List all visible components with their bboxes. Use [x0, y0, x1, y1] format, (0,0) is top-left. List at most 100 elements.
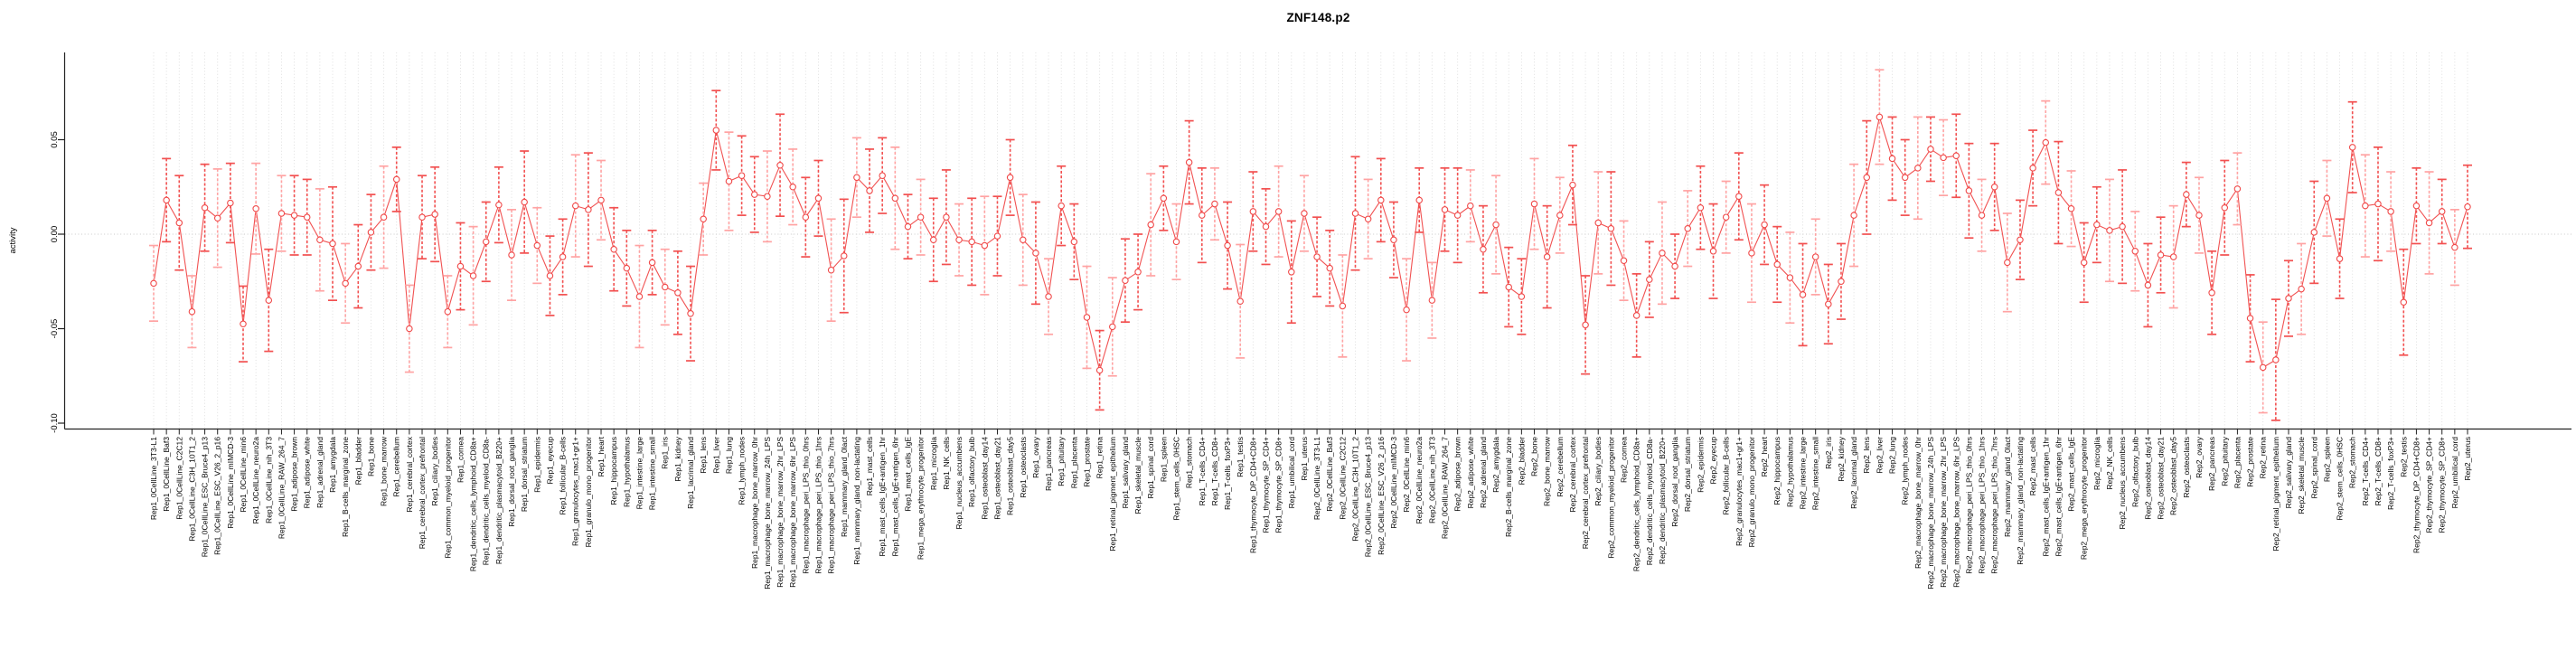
x-category-label: Rep1_osteoblast_day21 — [992, 437, 1001, 520]
x-category-label: Rep2_bladder — [1517, 437, 1526, 486]
x-category-label: Rep2_0CellLine_nih_3T3 — [1427, 437, 1436, 524]
data-point — [2183, 191, 2190, 198]
data-point — [1045, 293, 1052, 300]
x-category-label: Rep2_dendritic_cells_lymphoid_CD8a+ — [1632, 437, 1641, 571]
data-point — [342, 279, 349, 288]
x-category-label: Rep2_macrophage_bone_marrow_6hr_LPS — [1951, 437, 1960, 588]
data-point — [2004, 259, 2011, 267]
x-category-label: Rep2_adipose_brown — [1453, 437, 1462, 512]
data-point — [1377, 196, 1385, 204]
x-category-label: Rep2_umbilical_cord — [2450, 437, 2459, 509]
data-point — [1415, 196, 1423, 204]
data-point — [725, 177, 733, 185]
data-point — [1390, 236, 1397, 244]
x-category-label: Rep1_cerebellum — [392, 437, 401, 497]
x-category-label: Rep2_eyecup — [1709, 437, 1718, 485]
x-category-label: Rep2_mast_cells_IgE+antigen_6hr — [2054, 437, 2063, 557]
data-point — [482, 238, 490, 246]
data-point — [495, 201, 503, 209]
data-point — [1109, 323, 1116, 331]
x-category-label: Rep2_microglia — [2092, 437, 2101, 490]
data-point — [2246, 315, 2254, 322]
x-category-label: Rep1_0CellLine_Baf3 — [162, 437, 171, 512]
x-category-label: Rep2_dorsal_root_ganglia — [1670, 437, 1679, 527]
x-category-label: Rep1_nucleus_accumbens — [954, 437, 964, 530]
data-point — [521, 198, 528, 206]
x-category-label: Rep2_dendritic_plasmacytoid_B220+ — [1658, 437, 1667, 564]
x-category-label: Rep2_macrophage_bone_marrow_2hr_LPS — [1939, 437, 1948, 588]
x-category-label: Rep2_amygdala — [1491, 437, 1500, 493]
x-category-label: Rep2_cerebral_cortex_prefrontal — [1581, 437, 1590, 549]
x-category-label: Rep1_spinal_cord — [1146, 437, 1155, 499]
x-category-label: Rep2_osteoblast_day21 — [2157, 437, 2166, 520]
x-category-label: Rep1_bone — [366, 437, 375, 476]
data-point — [406, 325, 413, 333]
data-point — [1684, 224, 1691, 232]
x-category-label: Rep2_mega_erythrocyte_progenitor — [2080, 437, 2089, 560]
x-category-label: Rep1_bone_marrow — [380, 436, 389, 506]
x-category-label: Rep2_0CellLine_neuro2a — [1415, 437, 1424, 524]
data-point — [1952, 152, 1960, 160]
data-point — [2054, 189, 2063, 196]
x-category-label: Rep2_T-cells_CD8+ — [2374, 437, 2383, 505]
data-point — [201, 203, 209, 212]
data-point — [252, 205, 259, 212]
data-point — [674, 289, 682, 297]
x-category-label: Rep1_mammary_gland_non-lactating — [852, 437, 861, 565]
x-category-label: Rep1_common_myeloid_progenitor — [443, 437, 452, 559]
y-tick-label: -0.10 — [50, 413, 60, 433]
x-category-label: Rep2_epidermis — [1696, 437, 1705, 493]
data-point — [2221, 203, 2229, 212]
data-point — [1811, 253, 1819, 260]
data-point — [2272, 356, 2280, 363]
data-point — [1530, 200, 1538, 208]
x-category-label: Rep2_stem_cells_0HSC — [2336, 437, 2345, 521]
x-category-label: Rep2_follicular_B-cells — [1722, 437, 1731, 514]
data-point — [508, 251, 515, 259]
x-category-label: Rep2_ovary — [2195, 436, 2204, 478]
data-point — [789, 184, 796, 191]
data-point — [150, 279, 157, 288]
x-category-label: Rep1_macrophage_bone_marrow_2hr_LPS — [776, 437, 785, 588]
x-category-label: Rep2_granulo_mono_progenitor — [1747, 437, 1756, 548]
data-point — [1428, 297, 1436, 304]
data-point — [1288, 269, 1295, 276]
x-category-label: Rep1_T-cells_foxP3+ — [1223, 437, 1232, 510]
data-point — [2106, 227, 2113, 234]
data-point — [1095, 366, 1104, 374]
x-category-label: Rep1_0CellLine_ESC_V26_2_p16 — [213, 437, 222, 555]
x-category-label: Rep2_mammary_gland_0lact — [2003, 436, 2012, 537]
data-point — [2029, 165, 2036, 172]
data-point — [879, 172, 886, 179]
x-category-label: Rep2_hippocampus — [1772, 437, 1782, 505]
data-point — [1594, 219, 1602, 227]
data-point — [1940, 154, 1947, 162]
x-category-label: Rep2_olfactory_bulb — [2130, 437, 2139, 507]
x-category-label: Rep2_B-cells_marginal_zone — [1504, 437, 1513, 537]
data-point — [1083, 314, 1091, 321]
data-point — [1671, 262, 1678, 270]
x-category-label: Rep1_mast_cells_IgE+antigen_6hr — [890, 437, 899, 557]
data-point — [814, 194, 823, 203]
data-point — [456, 262, 465, 270]
data-point — [968, 238, 975, 246]
x-category-label: Rep1_mammary_gland_0lact — [840, 436, 849, 537]
x-category-label: Rep1_lens — [699, 437, 708, 474]
x-category-label: Rep2_cornea — [1620, 437, 1629, 483]
x-category-label: Rep2_ciliary_bodies — [1594, 437, 1603, 506]
data-point — [1888, 155, 1896, 163]
data-point — [1543, 253, 1551, 260]
data-point — [2208, 289, 2215, 297]
chart-title: ZNF148.p2 — [1286, 11, 1350, 24]
data-point — [1032, 250, 1039, 257]
x-category-label: Rep2_0CellLine_Baf3 — [1325, 437, 1334, 512]
data-point — [1492, 221, 1500, 229]
x-category-label: Rep1_granulo_mono_progenitor — [584, 437, 593, 548]
x-category-label: Rep1_skeletal_muscle — [1133, 437, 1142, 514]
x-category-label: Rep1_mast_cells — [865, 437, 874, 495]
data-point — [1441, 206, 1449, 213]
data-point — [277, 210, 286, 217]
x-category-label: Rep2_nucleus_accumbens — [2118, 437, 2127, 530]
